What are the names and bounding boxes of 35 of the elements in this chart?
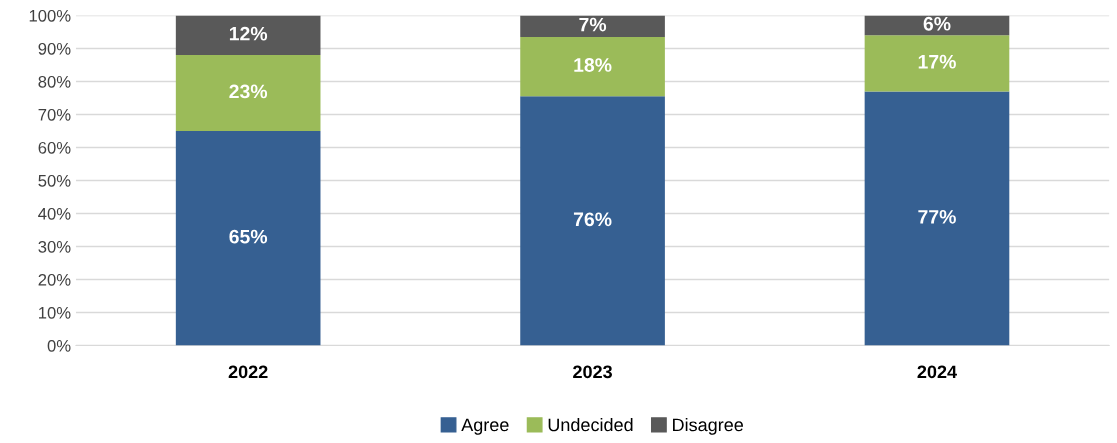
y-tick-label: 90% bbox=[38, 42, 71, 55]
data-label: 17% bbox=[918, 54, 956, 69]
bar bbox=[520, 15, 665, 37]
data-label: 65% bbox=[229, 229, 268, 244]
bar bbox=[175, 55, 321, 132]
y-tick-label: 50% bbox=[38, 174, 71, 187]
x-tick-label: 2024 bbox=[917, 365, 957, 379]
x-tick-label: 2022 bbox=[228, 365, 268, 379]
data-label: 18% bbox=[574, 58, 612, 72]
data-label: 23% bbox=[229, 84, 268, 99]
data-label: 76% bbox=[573, 212, 612, 227]
legend-label: Agree bbox=[461, 418, 509, 435]
legend-label: Undecided bbox=[548, 417, 633, 432]
data-label: 7% bbox=[579, 17, 607, 32]
y-tick-label: 30% bbox=[38, 240, 71, 253]
bar bbox=[864, 91, 1010, 346]
y-tick-label: 100% bbox=[29, 9, 71, 22]
y-tick-label: 40% bbox=[38, 207, 71, 220]
y-tick-label: 20% bbox=[38, 273, 71, 286]
bar bbox=[864, 15, 1010, 36]
y-tick-label: 60% bbox=[38, 141, 71, 154]
data-label: 6% bbox=[923, 16, 951, 31]
legend-label: Disagree bbox=[673, 417, 743, 435]
y-tick-label: 10% bbox=[39, 306, 71, 319]
y-tick-label: 80% bbox=[38, 75, 71, 88]
y-tick-label: 70% bbox=[38, 108, 71, 121]
y-tick-label: 0% bbox=[47, 339, 71, 352]
x-tick-label: 2023 bbox=[573, 365, 612, 379]
bar bbox=[175, 15, 321, 56]
data-label: 77% bbox=[918, 209, 956, 224]
bar bbox=[520, 36, 665, 97]
bar bbox=[175, 131, 321, 346]
data-label: 12% bbox=[229, 26, 268, 41]
bar bbox=[864, 35, 1010, 92]
bar bbox=[520, 96, 665, 346]
